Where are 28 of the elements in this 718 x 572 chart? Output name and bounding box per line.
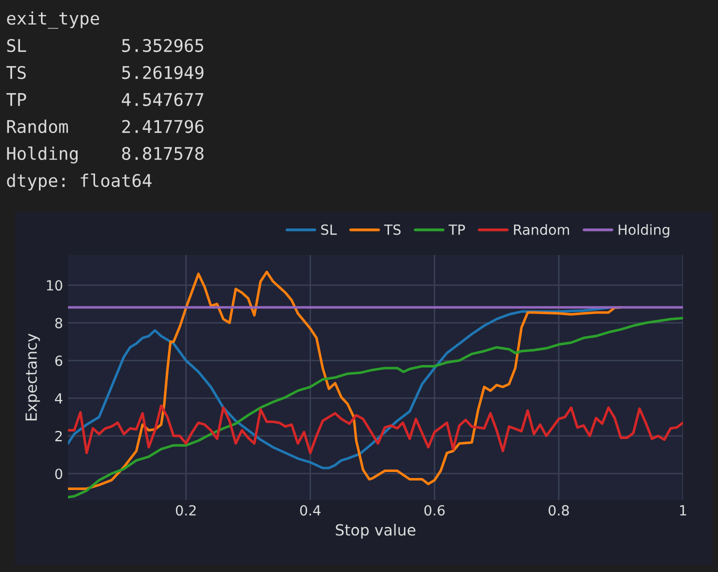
text: exit_type	[7, 11, 100, 29]
x-tick-label: 0.4	[300, 505, 321, 516]
x-tick-label: 0.8	[548, 505, 569, 516]
text: dtype: float64	[7, 174, 152, 190]
x-tick-label: 0.6	[424, 505, 445, 516]
y-tick-label: 4	[54, 393, 62, 404]
legend-label: Holding	[618, 224, 670, 238]
line-series	[68, 404, 683, 454]
y-tick-label: 6	[55, 356, 62, 366]
x-axis-title: Stop value	[336, 524, 416, 539]
y-tick-label: 2	[55, 430, 62, 442]
legend-label: SL	[321, 224, 337, 235]
text: Random 2.417796	[7, 120, 204, 134]
y-axis-title: Expectancy	[26, 334, 40, 420]
text: TS 5.261949	[6, 66, 204, 80]
text: SL 5.352965	[7, 38, 204, 52]
line-series	[68, 306, 610, 470]
line-series	[68, 316, 683, 498]
y-tick-label: 0	[55, 468, 62, 480]
x-tick-label: 1	[680, 505, 686, 516]
legend-label: Random	[514, 224, 569, 235]
y-tick-label: 10	[46, 280, 62, 291]
x-tick-label: 0.2	[176, 505, 196, 516]
text: Holding 8.817578	[7, 146, 204, 164]
y-tick-label: 8	[55, 318, 62, 328]
legend-label: TS	[384, 224, 401, 235]
legend-label: TP	[448, 224, 465, 235]
text: TP 4.547677	[6, 92, 204, 106]
